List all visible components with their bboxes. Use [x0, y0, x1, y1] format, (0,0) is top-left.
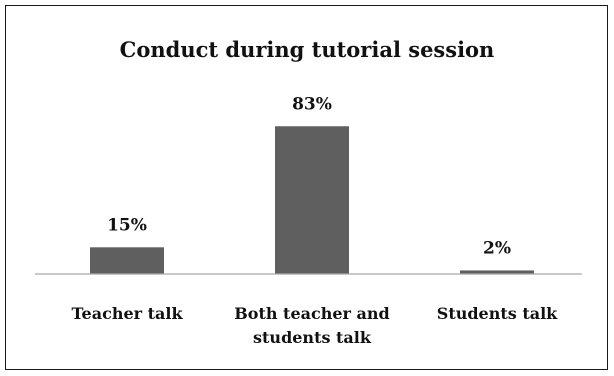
bar-2	[275, 126, 349, 274]
category-label-line: students talk	[253, 328, 372, 347]
data-label-2: 83%	[292, 94, 332, 114]
bar-1	[90, 247, 164, 274]
chart-title: Conduct during tutorial session	[120, 37, 495, 62]
data-label-1: 15%	[107, 215, 147, 235]
category-label-1: Teacher talk	[71, 304, 183, 323]
category-label-3: Students talk	[437, 304, 558, 323]
category-label-line: Both teacher and	[234, 304, 389, 323]
category-label-line: Teacher talk	[71, 304, 183, 323]
data-label-3: 2%	[483, 238, 511, 258]
category-label-line: Students talk	[437, 304, 558, 323]
bar-3	[460, 270, 534, 274]
category-label-2: Both teacher and students talk	[234, 304, 389, 347]
